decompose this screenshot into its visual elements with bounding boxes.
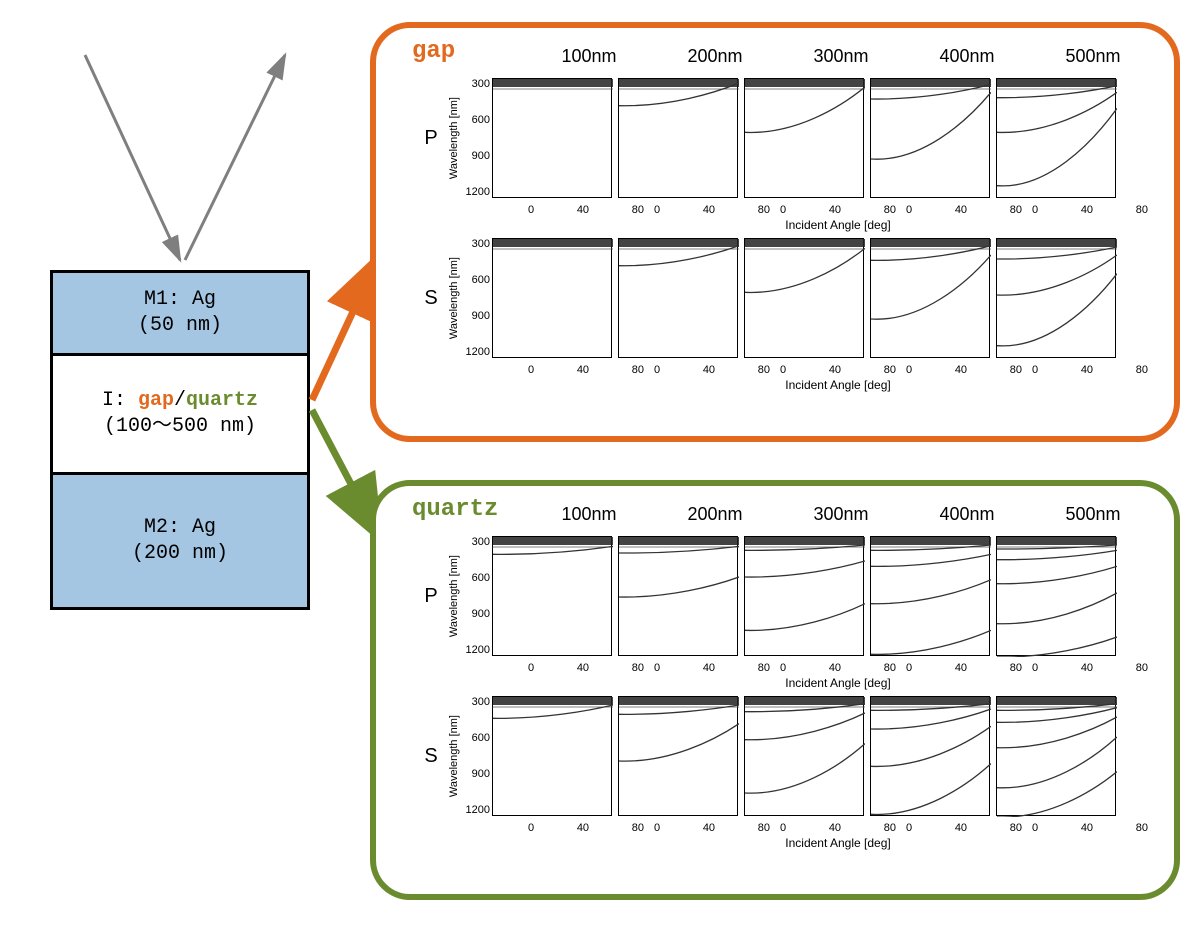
panel-quartz: quartz 100nm 200nm 300nm 400nm 500nm PWa… — [370, 480, 1180, 900]
layer-m2: M2: Ag (200 nm) — [53, 475, 307, 607]
y-axis-label: Wavelength [nm] — [448, 555, 460, 637]
col-head: 100nm — [526, 504, 652, 525]
m1-thickness: (50 nm) — [138, 314, 222, 337]
x-axis-label: Incident Angle [deg] — [526, 836, 1150, 850]
i-prefix: I: — [102, 389, 138, 412]
heatmap-plot — [744, 696, 864, 816]
plot-strip — [492, 78, 1116, 198]
heatmap-plot — [492, 536, 612, 656]
row-label: P — [420, 585, 442, 608]
m2-label: M2: Ag — [144, 516, 216, 539]
heatmap-plot — [870, 536, 990, 656]
panel-gap: gap 100nm 200nm 300nm 400nm 500nm PWavel… — [370, 22, 1180, 442]
y-axis-label: Wavelength [nm] — [448, 257, 460, 339]
chart-row: S Wavelength [nm]3006009001200 — [420, 238, 1172, 358]
heatmap-plot — [618, 238, 738, 358]
layer-stack: M1: Ag (50 nm) I: gap/quartz (100〜500 nm… — [50, 270, 310, 610]
heatmap-plot — [996, 78, 1116, 198]
col-head: 200nm — [652, 46, 778, 67]
heatmap-plot — [744, 78, 864, 198]
plot-strip — [492, 536, 1116, 656]
x-axis-label: Incident Angle [deg] — [526, 378, 1150, 392]
col-head: 500nm — [1030, 504, 1156, 525]
heatmap-plot — [744, 536, 864, 656]
heatmap-plot — [492, 696, 612, 816]
heatmap-plot — [744, 238, 864, 358]
heatmap-plot — [870, 238, 990, 358]
chart-row: S Wavelength [nm]3006009001200 — [420, 696, 1172, 816]
plot-strip — [492, 696, 1116, 816]
col-head: 400nm — [904, 46, 1030, 67]
x-ticks-row: 0408004080040800408004080 — [526, 662, 1172, 674]
plot-strip — [492, 238, 1116, 358]
row-label: P — [420, 127, 442, 150]
heatmap-plot — [492, 238, 612, 358]
row-label: S — [420, 287, 442, 310]
row-label: S — [420, 745, 442, 768]
layer-i: I: gap/quartz (100〜500 nm) — [53, 356, 307, 475]
heatmap-plot — [870, 78, 990, 198]
m2-thickness: (200 nm) — [132, 542, 228, 565]
col-head: 400nm — [904, 504, 1030, 525]
col-head: 200nm — [652, 504, 778, 525]
x-ticks-row: 0408004080040800408004080 — [526, 364, 1172, 376]
gap-chart-area: PWavelength [nm]300600900120004080040800… — [420, 78, 1172, 398]
y-ticks: 3006009001200 — [462, 78, 490, 198]
col-head: 300nm — [778, 504, 904, 525]
i-gap-text: gap — [138, 389, 174, 412]
col-head: 300nm — [778, 46, 904, 67]
heatmap-plot — [870, 696, 990, 816]
x-ticks-row: 0408004080040800408004080 — [526, 822, 1172, 834]
chart-row: P Wavelength [nm]3006009001200 — [420, 536, 1172, 656]
x-axis-label: Incident Angle [deg] — [526, 676, 1150, 690]
heatmap-plot — [996, 238, 1116, 358]
y-ticks: 3006009001200 — [462, 238, 490, 358]
heatmap-plot — [996, 536, 1116, 656]
i-quartz-text: quartz — [186, 389, 258, 412]
y-ticks: 3006009001200 — [462, 696, 490, 816]
m1-label: M1: Ag — [144, 288, 216, 311]
gap-col-headers: 100nm 200nm 300nm 400nm 500nm — [526, 46, 1156, 67]
heatmap-plot — [492, 78, 612, 198]
heatmap-plot — [618, 536, 738, 656]
quartz-chart-area: PWavelength [nm]300600900120004080040800… — [420, 536, 1172, 856]
y-axis-label: Wavelength [nm] — [448, 715, 460, 797]
i-sep: / — [174, 389, 186, 412]
y-ticks: 3006009001200 — [462, 536, 490, 656]
heatmap-plot — [618, 78, 738, 198]
incident-reflect-arrows — [30, 50, 330, 280]
layer-m1: M1: Ag (50 nm) — [53, 273, 307, 356]
i-range: (100〜500 nm) — [104, 415, 256, 438]
col-head: 500nm — [1030, 46, 1156, 67]
y-axis-label: Wavelength [nm] — [448, 97, 460, 179]
heatmap-plot — [618, 696, 738, 816]
x-ticks-row: 0408004080040800408004080 — [526, 204, 1172, 216]
quartz-col-headers: 100nm 200nm 300nm 400nm 500nm — [526, 504, 1156, 525]
chart-row: P Wavelength [nm]3006009001200 — [420, 78, 1172, 198]
col-head: 100nm — [526, 46, 652, 67]
x-axis-label: Incident Angle [deg] — [526, 218, 1150, 232]
heatmap-plot — [996, 696, 1116, 816]
